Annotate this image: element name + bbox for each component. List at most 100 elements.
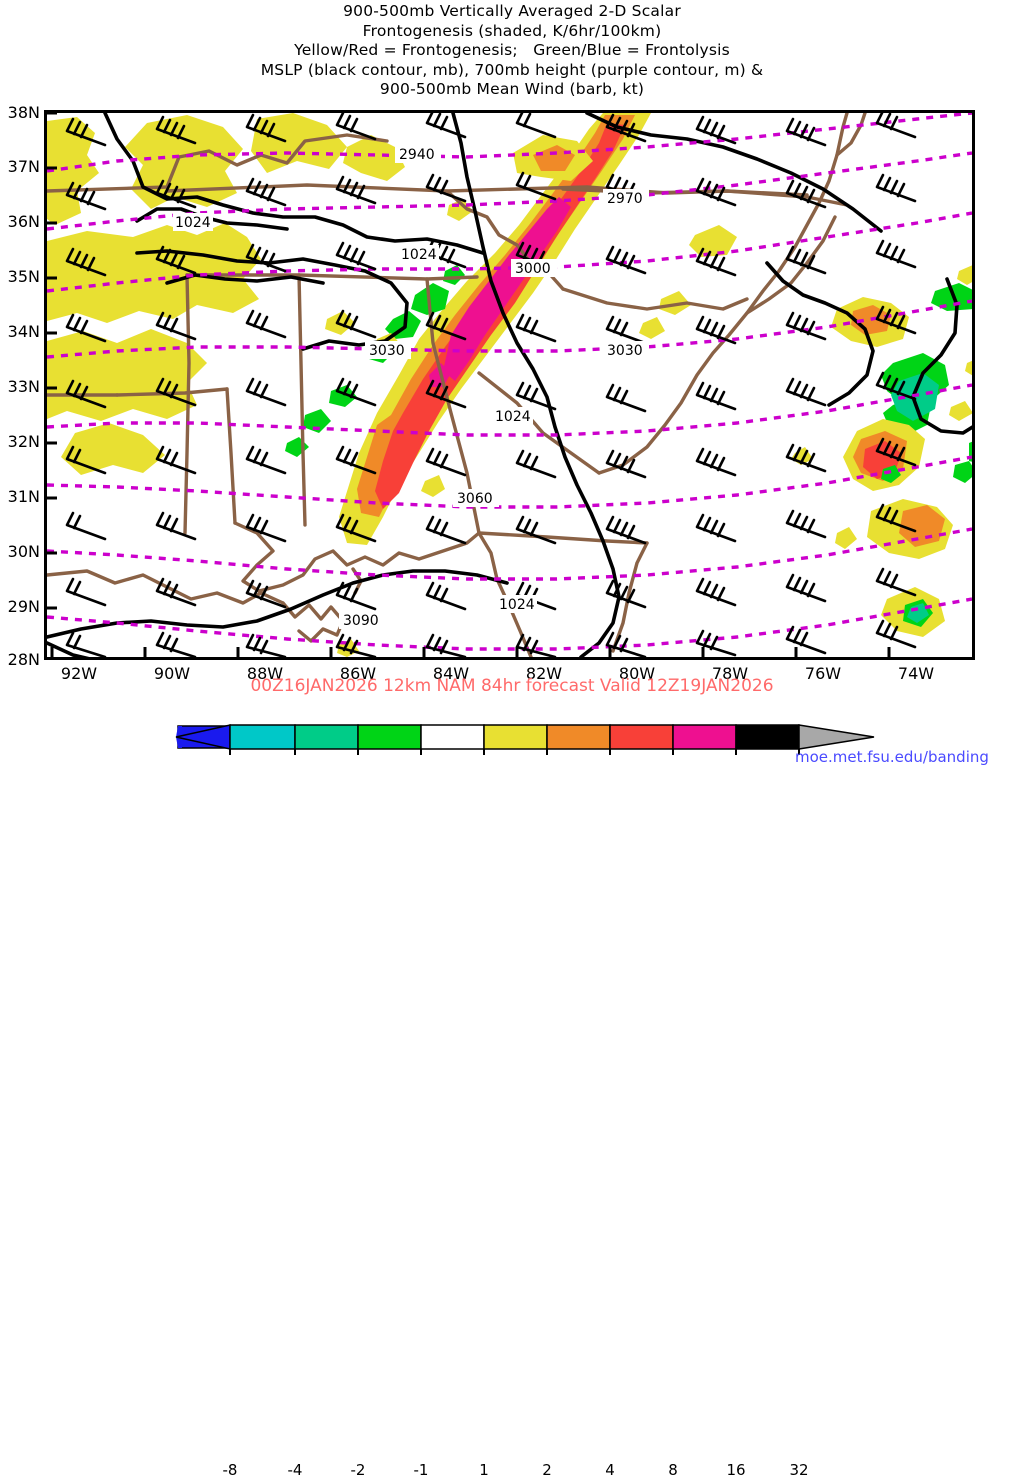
- wind-barb: [515, 515, 557, 545]
- colorbar-tick-1: 1: [479, 1461, 489, 1479]
- wind-barb: [155, 445, 197, 475]
- wind-barb: [695, 177, 737, 207]
- colorbar-seg-white: [420, 724, 485, 750]
- y-axis-label-34N: 34N: [7, 322, 40, 341]
- wind-barb: [335, 113, 377, 141]
- height-label-3060: 3060: [453, 489, 499, 507]
- mslp-contour-ga: [451, 113, 621, 657]
- wind-barb: [335, 309, 377, 339]
- wind-barb: [695, 247, 737, 277]
- wind-barb: [695, 381, 737, 411]
- wind-barb: [695, 315, 737, 345]
- wind-barb: [155, 577, 197, 607]
- y-axis-label-37N: 37N: [7, 157, 40, 176]
- colorbar-seg-green: [357, 724, 422, 750]
- wind-barb: [515, 313, 557, 343]
- colorbar-seg-red: [609, 724, 674, 750]
- wind-barb: [335, 445, 377, 475]
- mslp-label-1024-c: 1024: [493, 407, 533, 425]
- colorbar-tick--4: -4: [287, 1461, 303, 1479]
- wind-barb: [155, 511, 197, 541]
- height-contour-2970: [47, 151, 972, 231]
- wind-barb: [245, 513, 287, 543]
- mslp-contour-north: [103, 113, 485, 255]
- wind-barb: [785, 245, 827, 275]
- wind-barb: [425, 113, 467, 139]
- svg-text:2940: 2940: [399, 147, 435, 163]
- y-axis-label-31N: 31N: [7, 487, 40, 506]
- mslp-label-1024-a: 1024: [173, 213, 213, 231]
- coast-atlantic: [597, 113, 849, 475]
- colorbar-tick--8: -8: [222, 1461, 238, 1479]
- wind-barb: [605, 245, 647, 275]
- coast-chesapeake: [835, 113, 867, 157]
- wind-barb: [335, 513, 377, 543]
- wind-barb: [875, 371, 917, 401]
- shade-yellow-spur-nw: [343, 135, 405, 181]
- wind-barb: [245, 309, 287, 339]
- svg-text:3030: 3030: [607, 343, 643, 359]
- colorbar-tick-4: 4: [605, 1461, 615, 1479]
- y-axis-label-38N: 38N: [7, 103, 40, 122]
- shade-green-offshore-3: [881, 441, 972, 483]
- wind-barb: [875, 437, 917, 467]
- svg-text:1024: 1024: [175, 215, 211, 231]
- wind-barb: [65, 313, 107, 343]
- wind-barb: [425, 515, 467, 545]
- wind-barb: [65, 631, 107, 657]
- boundary-ms-al: [297, 273, 307, 527]
- shade-yellow-west: [47, 113, 347, 475]
- svg-text:1024: 1024: [401, 247, 437, 263]
- wind-barb: [875, 305, 917, 335]
- x-axis-label-90W: 90W: [153, 664, 191, 683]
- wind-barb: [875, 567, 917, 597]
- y-axis-label-35N: 35N: [7, 267, 40, 286]
- colorbar-seg-magenta: [672, 724, 737, 750]
- source-watermark[interactable]: moe.met.fsu.edu/banding: [795, 748, 989, 766]
- wind-barb: [425, 447, 467, 477]
- colorbar-over-arrow: [798, 724, 875, 750]
- svg-text:3060: 3060: [457, 491, 493, 507]
- coast-outerbanks: [745, 215, 837, 315]
- x-axis-label-82W: 82W: [525, 664, 563, 683]
- svg-text:3090: 3090: [343, 613, 379, 629]
- wind-barb: [155, 115, 197, 145]
- height-label-3000: 3000: [511, 259, 557, 277]
- x-axis-label-84W: 84W: [432, 664, 470, 683]
- wind-barb: [425, 633, 467, 657]
- wind-barb-layer: [65, 113, 917, 657]
- colorbar-seg-yellow: [483, 724, 548, 750]
- wind-barb: [785, 117, 827, 147]
- wind-barb: [875, 503, 917, 533]
- mslp-label-1024-b: 1024: [399, 245, 439, 263]
- wind-barb: [245, 243, 287, 273]
- coast-gulf-west: [47, 569, 285, 605]
- axis-ticks: [47, 113, 891, 657]
- wind-barb: [335, 175, 377, 205]
- wind-barb: [875, 239, 917, 269]
- wind-barb: [875, 173, 917, 203]
- mslp-contour-bottom: [47, 569, 509, 639]
- mslp-contour-atlantic-2: [911, 277, 972, 435]
- y-axis-label-36N: 36N: [7, 212, 40, 231]
- wind-barb: [335, 377, 377, 407]
- x-axis-label-74W: 74W: [897, 664, 935, 683]
- boundary-tn-al: [185, 273, 479, 281]
- wind-barb: [695, 629, 737, 657]
- height-label-2970: 2970: [603, 189, 649, 207]
- map-plot-area[interactable]: 2940 2970 3000 3030 3030: [44, 110, 975, 660]
- wind-barb: [65, 117, 107, 147]
- svg-text:3030: 3030: [369, 343, 405, 359]
- boundary-nc-sc: [561, 287, 749, 311]
- wind-barb: [155, 631, 197, 657]
- wind-barb: [425, 173, 467, 203]
- shade-teal-offshore-4: [907, 603, 929, 623]
- boundary-la-ms: [225, 387, 237, 525]
- wind-barb: [875, 619, 917, 649]
- wind-barb: [605, 449, 647, 479]
- colorbar-canvas: [175, 724, 875, 755]
- y-axis-label-29N: 29N: [7, 597, 40, 616]
- shade-magenta-band-core: [443, 197, 571, 381]
- wind-barb: [425, 581, 467, 611]
- wind-barb: [695, 513, 737, 543]
